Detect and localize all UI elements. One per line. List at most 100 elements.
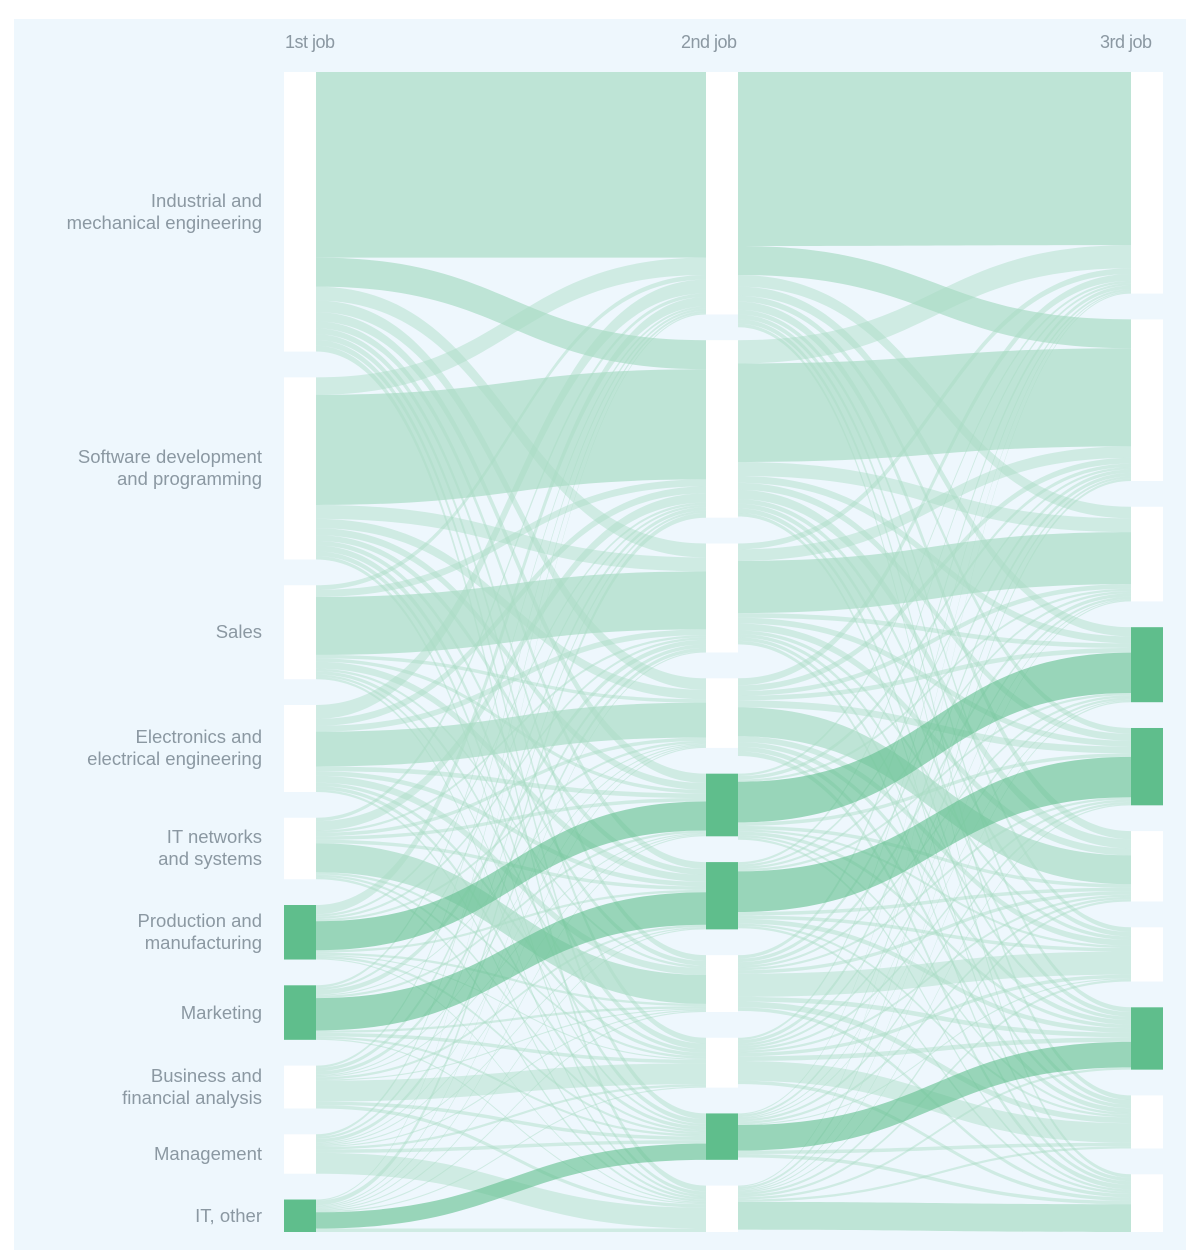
highlighted-node-col3-7[interactable] bbox=[1131, 1007, 1163, 1070]
flow-link[interactable] bbox=[738, 584, 1131, 696]
flow-link[interactable] bbox=[738, 457, 1131, 692]
flow-link[interactable] bbox=[316, 889, 706, 953]
flow-link[interactable] bbox=[738, 825, 1131, 888]
flow-link[interactable] bbox=[316, 928, 706, 1210]
flow-link[interactable] bbox=[316, 740, 706, 922]
flow-link[interactable] bbox=[316, 644, 706, 1075]
flow-link[interactable] bbox=[316, 297, 706, 915]
flow-link[interactable] bbox=[316, 876, 706, 1202]
flow-link[interactable] bbox=[738, 469, 1131, 963]
highlighted-node-col2-4[interactable] bbox=[706, 773, 738, 837]
node-col1-8[interactable] bbox=[284, 1134, 316, 1174]
flow-link[interactable] bbox=[316, 874, 706, 1132]
flow-link[interactable] bbox=[738, 753, 1131, 826]
flow-link[interactable] bbox=[738, 588, 1131, 782]
flow-link[interactable] bbox=[316, 637, 706, 919]
flow-link[interactable] bbox=[738, 699, 1131, 1120]
flow-link[interactable] bbox=[738, 801, 1131, 1122]
flow-link[interactable] bbox=[738, 804, 1131, 1193]
flow-link[interactable] bbox=[738, 697, 1131, 1049]
flow-link[interactable] bbox=[316, 257, 706, 370]
flow-link[interactable] bbox=[316, 502, 706, 917]
flow-link[interactable] bbox=[316, 956, 706, 1135]
flow-link[interactable] bbox=[316, 257, 706, 395]
flow-link[interactable] bbox=[738, 285, 1131, 959]
node-col1-2[interactable] bbox=[284, 585, 316, 680]
flow-link[interactable] bbox=[316, 571, 706, 655]
flow-link[interactable] bbox=[316, 310, 706, 1137]
flow-link[interactable] bbox=[738, 314, 1131, 1012]
flow-link[interactable] bbox=[316, 345, 706, 1192]
node-col3-5[interactable] bbox=[1131, 831, 1163, 902]
flow-link[interactable] bbox=[316, 766, 706, 799]
flow-link[interactable] bbox=[738, 887, 1131, 916]
flow-link[interactable] bbox=[316, 493, 706, 831]
node-col2-3[interactable] bbox=[706, 678, 738, 748]
flow-link[interactable] bbox=[738, 1001, 1131, 1124]
flow-link[interactable] bbox=[738, 799, 1131, 1051]
flow-link[interactable] bbox=[316, 674, 706, 1127]
flow-link[interactable] bbox=[316, 1101, 706, 1141]
flow-link[interactable] bbox=[738, 896, 1131, 1124]
node-col2-2[interactable] bbox=[706, 543, 738, 653]
flow-link[interactable] bbox=[316, 312, 706, 783]
flow-link[interactable] bbox=[738, 319, 1131, 1101]
flow-link[interactable] bbox=[738, 707, 1131, 885]
flow-link[interactable] bbox=[316, 72, 706, 258]
flow-link[interactable] bbox=[738, 701, 1131, 1192]
flow-link[interactable] bbox=[316, 528, 706, 790]
flow-link[interactable] bbox=[738, 286, 1131, 637]
flow-link[interactable] bbox=[316, 1086, 706, 1213]
highlighted-node-col2-8[interactable] bbox=[706, 1113, 738, 1160]
flow-link[interactable] bbox=[738, 446, 1131, 561]
flow-link[interactable] bbox=[316, 654, 706, 703]
flow-link[interactable] bbox=[316, 1032, 706, 1064]
flow-link[interactable] bbox=[316, 279, 706, 719]
flow-link[interactable] bbox=[316, 486, 706, 726]
flow-link[interactable] bbox=[738, 273, 1131, 686]
flow-link[interactable] bbox=[738, 288, 1131, 1041]
flow-link[interactable] bbox=[738, 309, 1131, 932]
node-col2-0[interactable] bbox=[706, 72, 738, 315]
flow-link[interactable] bbox=[738, 476, 1131, 1117]
flow-link[interactable] bbox=[738, 348, 1131, 463]
node-col3-2[interactable] bbox=[1131, 506, 1163, 602]
flow-link[interactable] bbox=[316, 308, 706, 1068]
highlighted-node-col1-9[interactable] bbox=[284, 1199, 316, 1232]
flow-link[interactable] bbox=[316, 369, 706, 505]
flow-link[interactable] bbox=[738, 978, 1131, 1126]
flow-link[interactable] bbox=[316, 843, 706, 1004]
highlighted-flow-link[interactable] bbox=[738, 756, 1131, 912]
flow-link[interactable] bbox=[316, 1008, 706, 1081]
flow-link[interactable] bbox=[316, 1036, 706, 1137]
node-col3-8[interactable] bbox=[1131, 1095, 1163, 1149]
node-col1-3[interactable] bbox=[284, 704, 316, 792]
flow-link[interactable] bbox=[316, 629, 706, 732]
flow-link[interactable] bbox=[738, 637, 1131, 1109]
flow-link[interactable] bbox=[316, 745, 706, 1144]
flow-link[interactable] bbox=[316, 1063, 706, 1102]
flow-link[interactable] bbox=[316, 635, 706, 833]
flow-link[interactable] bbox=[316, 1010, 706, 1212]
flow-link[interactable] bbox=[316, 1006, 706, 1033]
flow-link[interactable] bbox=[738, 746, 1131, 1113]
flow-link[interactable] bbox=[738, 1146, 1131, 1202]
flow-link[interactable] bbox=[316, 504, 706, 572]
flow-link[interactable] bbox=[316, 835, 706, 1209]
flow-link[interactable] bbox=[738, 482, 1131, 741]
flow-link[interactable] bbox=[738, 472, 1131, 1044]
flow-link[interactable] bbox=[738, 467, 1131, 867]
node-col3-6[interactable] bbox=[1131, 927, 1163, 982]
flow-link[interactable] bbox=[738, 613, 1131, 648]
flow-link[interactable] bbox=[316, 771, 706, 887]
flow-link[interactable] bbox=[738, 925, 1131, 1194]
flow-link[interactable] bbox=[316, 702, 706, 767]
flow-link[interactable] bbox=[316, 737, 706, 837]
flow-link[interactable] bbox=[316, 789, 706, 1200]
flow-link[interactable] bbox=[738, 617, 1131, 747]
node-col2-1[interactable] bbox=[706, 340, 738, 518]
flow-link[interactable] bbox=[316, 647, 706, 1143]
flow-link[interactable] bbox=[738, 894, 1131, 1053]
flow-link[interactable] bbox=[316, 1140, 706, 1153]
flow-link[interactable] bbox=[316, 1228, 706, 1232]
